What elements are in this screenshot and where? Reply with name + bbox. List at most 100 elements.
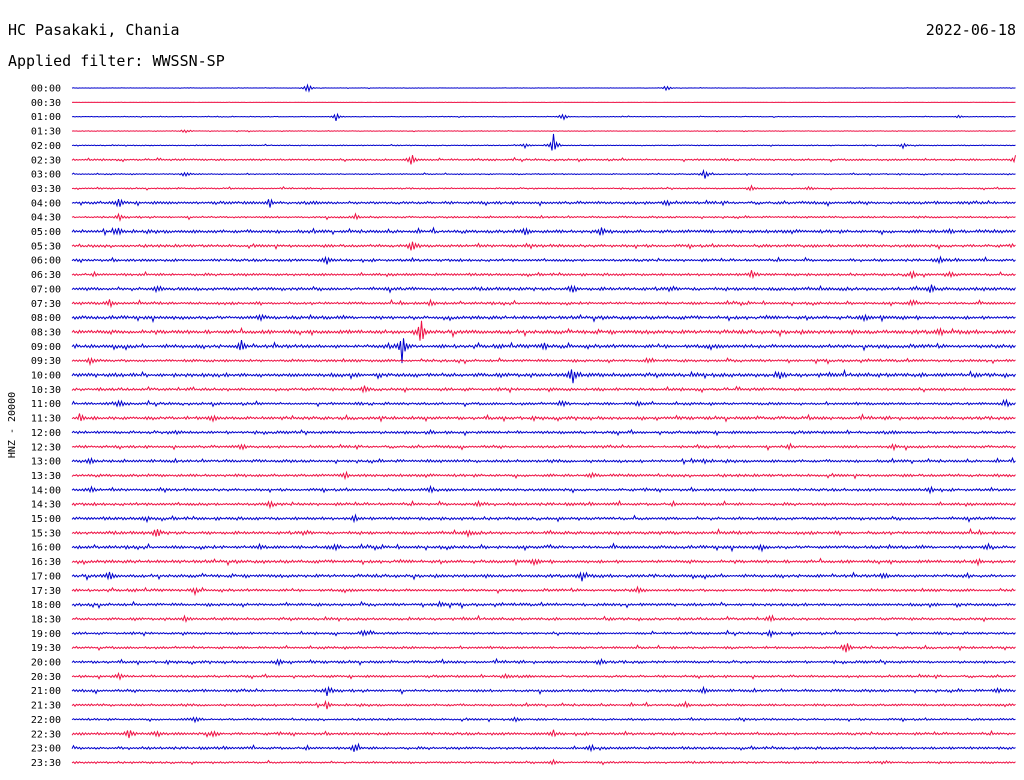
trace-line bbox=[71, 255, 1016, 265]
trace-line bbox=[71, 657, 1016, 667]
trace-line bbox=[71, 742, 1016, 753]
trace-line bbox=[71, 338, 1016, 364]
time-tick-label: 23:30 bbox=[31, 758, 61, 769]
trace-line bbox=[71, 129, 1016, 134]
trace-line bbox=[71, 241, 1016, 251]
trace-line bbox=[71, 571, 1016, 582]
trace-line bbox=[71, 643, 1016, 653]
trace-rows: 00:00 00:30 01:00 01:30 02:00 02:30 03:00 03:30… bbox=[31, 83, 1016, 769]
trace-line bbox=[71, 699, 1016, 710]
time-tick-label: 09:30 bbox=[31, 356, 61, 367]
time-tick-label: 22:30 bbox=[31, 729, 61, 740]
time-tick-label: 11:30 bbox=[31, 414, 61, 425]
time-tick-label: 16:00 bbox=[31, 543, 61, 554]
channel-label: HNZ - 20000 bbox=[7, 392, 18, 458]
time-tick-label: 15:00 bbox=[31, 514, 61, 525]
time-tick-label: 10:00 bbox=[31, 371, 61, 382]
trace-line bbox=[71, 313, 1016, 324]
trace-line bbox=[71, 133, 1016, 151]
time-tick-label: 13:00 bbox=[31, 457, 61, 468]
trace-line bbox=[71, 428, 1016, 437]
trace-line bbox=[71, 184, 1016, 192]
trace-line bbox=[71, 629, 1016, 639]
time-tick-label: 20:00 bbox=[31, 658, 61, 669]
filter-label: Applied filter: WWSSN-SP bbox=[8, 52, 225, 70]
trace-line bbox=[71, 600, 1016, 610]
time-tick-label: 19:30 bbox=[31, 643, 61, 654]
trace-line bbox=[71, 298, 1016, 309]
time-tick-label: 05:30 bbox=[31, 241, 61, 252]
trace-line bbox=[71, 614, 1016, 623]
time-tick-label: 23:00 bbox=[31, 744, 61, 755]
time-tick-label: 02:00 bbox=[31, 141, 61, 152]
trace-line bbox=[71, 226, 1016, 237]
time-tick-label: 10:30 bbox=[31, 385, 61, 396]
time-tick-label: 08:30 bbox=[31, 327, 61, 338]
trace-line bbox=[71, 398, 1016, 408]
trace-line bbox=[71, 527, 1016, 538]
time-tick-label: 06:00 bbox=[31, 256, 61, 267]
trace-line bbox=[71, 758, 1016, 766]
time-tick-label: 03:30 bbox=[31, 184, 61, 195]
trace-line bbox=[71, 484, 1016, 495]
trace-line bbox=[71, 168, 1016, 179]
time-tick-label: 14:30 bbox=[31, 500, 61, 511]
trace-line bbox=[71, 499, 1016, 510]
time-tick-label: 11:00 bbox=[31, 399, 61, 410]
trace-line bbox=[71, 716, 1016, 724]
time-tick-label: 07:30 bbox=[31, 299, 61, 310]
time-tick-label: 19:00 bbox=[31, 629, 61, 640]
trace-line bbox=[71, 542, 1016, 553]
time-tick-label: 15:30 bbox=[31, 528, 61, 539]
trace-line bbox=[71, 155, 1016, 165]
trace-line bbox=[71, 212, 1016, 222]
trace-line bbox=[71, 685, 1016, 696]
time-tick-label: 04:00 bbox=[31, 198, 61, 209]
time-tick-label: 06:30 bbox=[31, 270, 61, 281]
station-title: HC Pasakaki, Chania bbox=[8, 21, 180, 39]
trace-line bbox=[71, 385, 1016, 394]
trace-line bbox=[71, 269, 1016, 280]
trace-line bbox=[71, 456, 1016, 466]
time-tick-label: 13:30 bbox=[31, 471, 61, 482]
trace-line bbox=[71, 513, 1016, 524]
time-tick-label: 18:00 bbox=[31, 600, 61, 611]
time-tick-label: 03:00 bbox=[31, 170, 61, 181]
time-tick-label: 22:00 bbox=[31, 715, 61, 726]
time-tick-label: 07:00 bbox=[31, 284, 61, 295]
time-tick-label: 01:00 bbox=[31, 112, 61, 123]
trace-line bbox=[71, 470, 1016, 481]
trace-line bbox=[71, 413, 1016, 423]
trace-line bbox=[71, 83, 1016, 93]
time-tick-label: 21:00 bbox=[31, 686, 61, 697]
time-tick-label: 17:30 bbox=[31, 586, 61, 597]
trace-line bbox=[71, 585, 1016, 597]
time-tick-label: 16:30 bbox=[31, 557, 61, 568]
trace-line bbox=[71, 320, 1016, 341]
trace-line bbox=[71, 356, 1016, 367]
time-tick-label: 21:30 bbox=[31, 701, 61, 712]
trace-line bbox=[71, 557, 1016, 567]
time-tick-label: 18:30 bbox=[31, 614, 61, 625]
trace-line bbox=[71, 112, 1016, 121]
time-tick-label: 02:30 bbox=[31, 155, 61, 166]
time-tick-label: 04:30 bbox=[31, 213, 61, 224]
trace-line bbox=[71, 671, 1016, 681]
time-tick-label: 01:30 bbox=[31, 127, 61, 138]
date-label: 2022-06-18 bbox=[926, 21, 1016, 39]
trace-line bbox=[71, 198, 1016, 208]
time-tick-label: 14:00 bbox=[31, 485, 61, 496]
trace-line bbox=[71, 368, 1016, 384]
time-tick-label: 08:00 bbox=[31, 313, 61, 324]
time-tick-label: 12:00 bbox=[31, 428, 61, 439]
time-tick-label: 05:00 bbox=[31, 227, 61, 238]
time-tick-label: 12:30 bbox=[31, 442, 61, 453]
time-tick-label: 09:00 bbox=[31, 342, 61, 353]
trace-line bbox=[71, 284, 1016, 294]
time-tick-label: 17:00 bbox=[31, 571, 61, 582]
time-tick-label: 00:00 bbox=[31, 84, 61, 95]
time-tick-label: 20:30 bbox=[31, 672, 61, 683]
trace-line bbox=[71, 729, 1016, 739]
time-tick-label: 00:30 bbox=[31, 98, 61, 109]
